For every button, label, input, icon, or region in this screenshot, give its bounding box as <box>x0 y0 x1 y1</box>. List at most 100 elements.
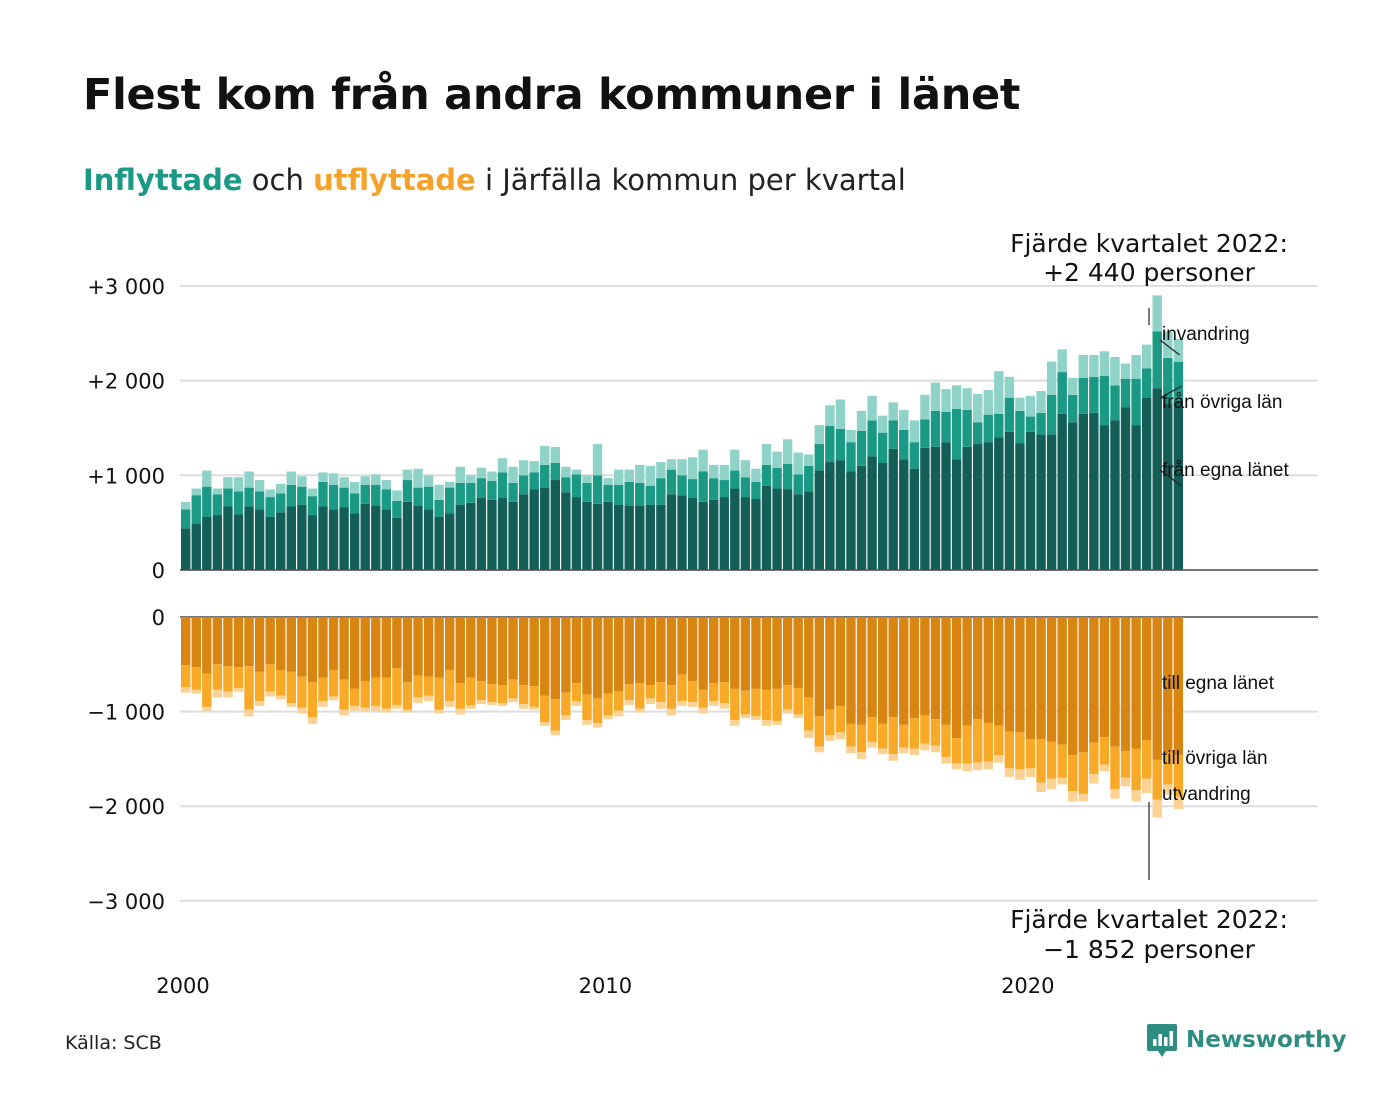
inflow-other-counties-bar <box>825 426 835 463</box>
outflow-other-counties-bar <box>856 724 867 753</box>
outflow-other-counties-bar <box>709 683 719 702</box>
outflow-other-counties-bar <box>909 718 920 749</box>
inflow-own-county-bar <box>930 446 941 570</box>
inflow-own-county-bar <box>434 516 444 570</box>
outflow-emigration-bar <box>307 717 318 724</box>
outflow-emigration-bar <box>719 703 729 709</box>
outflow-own-county-bar <box>740 617 751 691</box>
inflow-immigration-bar <box>635 464 645 483</box>
inflow-other-counties-bar <box>529 472 539 490</box>
inflow-own-county-bar <box>202 516 212 570</box>
inflow-immigration-bar <box>1141 344 1152 369</box>
outflow-other-counties-bar <box>761 689 772 721</box>
outflow-own-county-bar <box>835 617 846 706</box>
inflow-immigration-bar <box>561 466 571 478</box>
inflow-own-county-bar <box>782 489 793 570</box>
inflow-own-county-bar <box>1152 388 1162 570</box>
brand-logo: Newsworthy <box>1146 1022 1347 1058</box>
inflow-immigration-bar <box>434 484 444 500</box>
outflow-other-counties-bar <box>772 688 782 722</box>
inflow-own-county-bar <box>1078 413 1088 570</box>
outflow-emigration-bar <box>1068 791 1078 802</box>
outflow-emigration-bar <box>603 715 613 720</box>
inflow-immigration-bar <box>402 469 413 481</box>
inflow-other-counties-bar <box>666 469 677 495</box>
inflow-immigration-bar <box>804 454 814 466</box>
inflow-immigration-bar <box>920 394 930 420</box>
inflow-immigration-bar <box>286 471 296 485</box>
inflow-other-counties-bar <box>571 474 582 498</box>
inflow-other-counties-bar <box>212 494 223 516</box>
inflow-other-counties-bar <box>994 413 1004 438</box>
outflow-emigration-bar <box>793 714 803 719</box>
outflow-own-county-bar <box>877 617 888 724</box>
outflow-own-county-bar <box>1099 617 1110 738</box>
outflow-emigration-bar <box>709 701 719 706</box>
outflow-other-counties-bar <box>1152 759 1162 800</box>
migration-chart: 0 +1 000 +2 000 +3 000 0 −1 000 −2 000 −3 000 20… <box>87 229 1318 998</box>
inflow-immigration-bar <box>973 393 983 423</box>
inflow-other-counties-bar <box>466 482 476 503</box>
inflow-immigration-bar <box>772 451 782 468</box>
outflow-other-counties-bar <box>254 671 265 702</box>
outflow-other-counties-bar <box>434 677 444 710</box>
outflow-other-counties-bar <box>181 665 191 688</box>
outflow-emigration-bar <box>371 705 381 711</box>
subtitle-rest: i Järfälla kommun per kvartal <box>484 163 906 197</box>
outflow-emigration-bar <box>286 703 296 707</box>
inflow-immigration-bar <box>1068 377 1078 395</box>
outflow-emigration-bar <box>867 741 877 748</box>
outflow-own-county-bar <box>825 617 835 710</box>
lower-y-tick-label: −3 000 <box>87 890 165 914</box>
outflow-own-county-bar <box>1025 617 1036 740</box>
outflow-other-counties-bar <box>973 719 983 763</box>
outflow-other-counties-bar <box>1131 748 1141 791</box>
inflow-own-county-bar <box>592 503 603 570</box>
inflow-other-counties-bar <box>983 414 993 443</box>
outflow-other-counties-bar <box>265 664 275 692</box>
inflow-immigration-bar <box>487 471 497 481</box>
outflow-other-counties-bar <box>1078 752 1088 794</box>
inflow-own-county-bar <box>349 513 360 570</box>
outflow-other-counties-bar <box>592 698 603 723</box>
inflow-own-county-bar <box>286 506 296 570</box>
outflow-other-counties-bar <box>825 709 835 736</box>
outflow-emigration-bar <box>962 763 972 772</box>
outflow-other-counties-bar <box>529 686 539 707</box>
inflow-other-counties-bar <box>476 478 487 499</box>
inflow-other-counties-bar <box>687 479 698 499</box>
inflow-other-counties-bar <box>1163 357 1173 404</box>
inflow-other-counties-bar <box>698 471 708 502</box>
outflow-own-county-bar <box>994 617 1004 726</box>
inflow-immigration-bar <box>571 469 582 475</box>
outflow-other-counties-bar <box>804 697 814 731</box>
outflow-other-counties-bar <box>1120 751 1131 778</box>
outflow-other-counties-bar <box>603 693 613 716</box>
outflow-other-counties-bar <box>212 664 223 690</box>
inflow-immigration-bar <box>951 385 962 410</box>
outflow-own-county-bar <box>244 617 254 667</box>
outflow-emigration-bar <box>1015 769 1025 780</box>
inflow-own-county-bar <box>318 506 328 570</box>
inflow-own-county-bar <box>233 514 244 570</box>
outflow-own-county-bar <box>804 617 814 698</box>
inflow-other-counties-bar <box>540 464 550 488</box>
inflow-other-counties-bar <box>1173 361 1184 401</box>
outflow-own-county-bar <box>709 617 719 684</box>
outflow-own-county-bar <box>1120 617 1131 752</box>
outflow-emigration-bar <box>613 710 624 717</box>
inflow-other-counties-bar <box>930 410 941 447</box>
inflow-other-counties-bar <box>1110 385 1120 421</box>
inflow-immigration-bar <box>930 382 941 411</box>
outflow-other-counties-bar <box>307 682 318 718</box>
outflow-other-counties-bar <box>455 683 465 709</box>
inflow-other-counties-bar <box>286 484 296 507</box>
inflow-own-county-bar <box>1004 431 1015 570</box>
inflow-own-county-bar <box>709 499 719 570</box>
inflow-other-counties-bar <box>487 480 497 500</box>
outflow-own-county-bar <box>487 617 497 685</box>
inflow-own-county-bar <box>656 504 666 570</box>
outflow-other-counties-bar <box>381 677 392 709</box>
inflow-other-counties-bar <box>656 478 666 505</box>
inflow-own-county-bar <box>635 505 645 570</box>
